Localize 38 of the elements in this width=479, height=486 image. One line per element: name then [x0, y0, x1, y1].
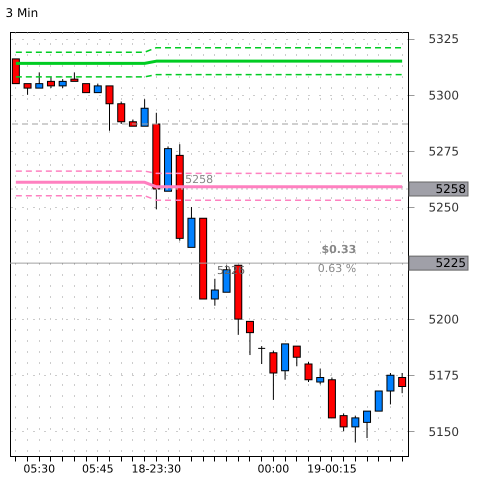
candlestick	[246, 320, 254, 356]
candlestick	[398, 372, 406, 394]
y-tick-label: 5200	[428, 312, 460, 327]
candlestick	[292, 346, 301, 367]
y-tick-label: 5150	[428, 424, 460, 439]
y-tick-label: 5275	[428, 144, 460, 158]
candlestick	[117, 101, 126, 124]
y-tick-label: 5175	[428, 368, 460, 383]
x-tick-label: 00:00	[258, 462, 290, 476]
x-tick-label: 18-23:30	[131, 462, 182, 476]
candlestick	[258, 346, 266, 365]
candlestick	[210, 278, 219, 306]
annotation: 5258	[185, 173, 214, 186]
candlestick	[304, 361, 312, 382]
candlestick	[340, 412, 348, 432]
candlestick	[106, 85, 114, 132]
chart-title: 3 Min	[6, 6, 38, 20]
candlestick	[316, 368, 324, 385]
candlestick	[35, 72, 44, 89]
candlestick	[140, 98, 149, 127]
candlestick	[351, 415, 360, 444]
y-tick-label: 5250	[428, 200, 460, 214]
candlestick	[269, 350, 278, 400]
candlestick	[46, 76, 55, 89]
annotation: 5226	[216, 264, 245, 277]
x-tick-label: 05:30	[23, 462, 56, 476]
candlestick	[363, 410, 372, 439]
ref-line-label: 5225	[435, 256, 466, 270]
candlestick	[374, 390, 383, 412]
x-tick-label: 19-00:15	[307, 462, 357, 476]
annotation: $0.33	[321, 242, 356, 256]
annotation: 0.63 %	[318, 262, 356, 275]
candlestick	[24, 83, 32, 96]
y-tick-label: 5325	[428, 32, 460, 46]
x-tick-label: 05:45	[82, 462, 114, 476]
candlestick	[386, 372, 394, 405]
ref-line-label: 5258	[435, 182, 466, 196]
y-tick-label: 5300	[428, 88, 460, 102]
